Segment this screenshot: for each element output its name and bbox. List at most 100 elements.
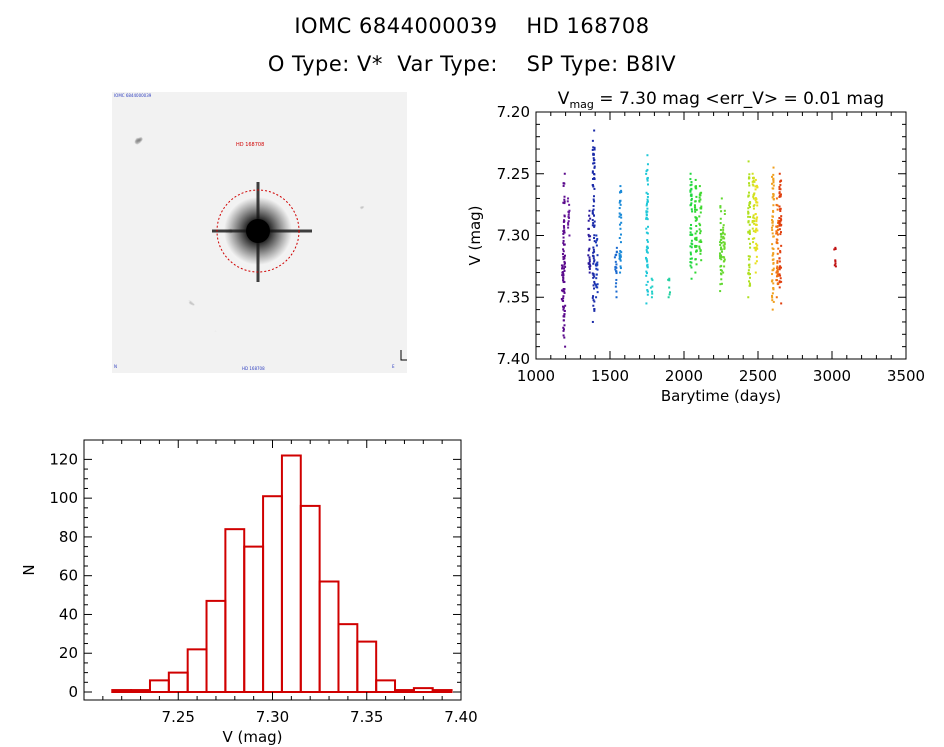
data-point	[646, 163, 649, 166]
data-point	[646, 179, 649, 182]
data-point	[776, 233, 779, 236]
data-point	[567, 215, 570, 218]
histogram-frame	[83, 439, 462, 701]
data-point	[689, 184, 692, 187]
data-point	[619, 233, 622, 236]
data-point	[595, 273, 598, 276]
x-tick-label: 7.25	[162, 708, 195, 726]
data-point	[592, 153, 595, 156]
data-point	[592, 153, 595, 156]
data-point	[618, 252, 621, 255]
data-point	[645, 258, 648, 261]
data-point	[563, 243, 566, 246]
data-point	[562, 319, 565, 322]
data-point	[693, 204, 696, 207]
data-point	[778, 220, 781, 223]
data-point	[689, 194, 692, 197]
data-point	[618, 215, 621, 218]
y-tick-label: 20	[59, 644, 78, 662]
data-point	[780, 193, 783, 196]
data-point	[719, 290, 722, 293]
histogram-bar	[262, 495, 283, 694]
data-point	[777, 247, 780, 250]
data-point	[771, 296, 774, 299]
data-point	[646, 290, 649, 293]
data-point	[619, 271, 622, 274]
data-point	[589, 264, 592, 267]
data-point	[619, 267, 622, 270]
data-point	[772, 282, 775, 285]
data-point	[779, 251, 782, 254]
data-point	[694, 185, 697, 188]
data-point	[645, 204, 648, 207]
data-point	[694, 238, 697, 241]
data-point	[775, 232, 778, 235]
data-point	[645, 270, 648, 273]
data-point	[755, 260, 758, 263]
data-point	[694, 206, 697, 209]
data-point	[776, 268, 779, 271]
data-point	[720, 255, 723, 258]
data-point	[592, 177, 595, 180]
histogram-bar	[280, 454, 302, 693]
data-point	[748, 282, 751, 285]
data-point	[772, 235, 775, 238]
histogram-bar	[243, 545, 265, 693]
data-point	[778, 186, 781, 189]
data-point	[562, 184, 565, 187]
data-point	[695, 245, 698, 248]
data-point	[689, 178, 692, 181]
data-point	[756, 186, 759, 189]
data-point	[770, 182, 773, 185]
data-point	[754, 249, 757, 252]
data-point	[694, 232, 697, 235]
data-point	[723, 237, 726, 240]
data-point	[747, 221, 750, 224]
data-point	[779, 217, 782, 220]
data-point	[591, 219, 594, 222]
data-point	[698, 222, 701, 225]
data-point	[720, 242, 723, 245]
data-point	[691, 243, 694, 246]
data-point	[779, 195, 782, 198]
data-point	[699, 211, 702, 214]
data-point	[645, 210, 648, 213]
data-point	[778, 286, 781, 289]
data-point	[646, 198, 649, 201]
data-point	[699, 192, 702, 195]
data-point	[780, 302, 783, 305]
data-point	[691, 233, 694, 236]
data-point	[645, 172, 648, 175]
data-point	[592, 162, 595, 165]
data-point	[563, 291, 566, 294]
data-point	[754, 262, 757, 265]
data-point	[563, 260, 566, 263]
data-point	[747, 280, 750, 283]
data-point	[752, 194, 755, 197]
data-point	[778, 222, 781, 225]
data-point	[588, 265, 591, 268]
data-point	[619, 241, 622, 244]
data-point	[747, 215, 750, 218]
data-point	[592, 295, 595, 298]
data-point	[645, 227, 648, 230]
data-point	[646, 200, 649, 203]
data-point	[695, 218, 698, 221]
data-point	[747, 231, 750, 234]
data-point	[753, 222, 756, 225]
data-point	[723, 247, 726, 250]
data-point	[751, 237, 754, 240]
data-point	[562, 243, 565, 246]
light-curve-frame	[535, 111, 907, 360]
data-point	[646, 240, 649, 243]
data-point	[748, 258, 751, 261]
data-point	[747, 194, 750, 197]
data-point	[778, 192, 781, 195]
data-point	[615, 282, 618, 285]
data-point	[723, 256, 726, 259]
data-point	[593, 146, 596, 149]
data-point	[699, 224, 702, 227]
data-point	[562, 272, 565, 275]
data-point	[775, 203, 778, 206]
data-point	[776, 274, 779, 277]
